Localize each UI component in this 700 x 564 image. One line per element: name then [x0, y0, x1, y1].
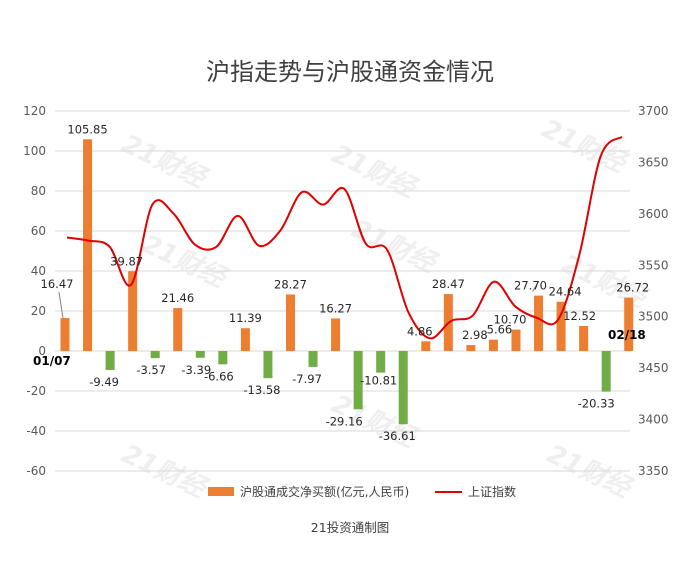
- bar: [285, 294, 295, 351]
- bar-value-label: 10.70: [494, 313, 527, 327]
- bar: [195, 351, 205, 358]
- bar-value-label: 4.86: [407, 324, 433, 338]
- source-note: 21投资通制图: [311, 520, 389, 535]
- y-right-tick-label: 3650: [638, 155, 669, 169]
- leader-line: [58, 291, 64, 319]
- bar-value-label: 28.27: [274, 277, 307, 291]
- bar: [263, 351, 273, 379]
- watermark-text: 21财经: [542, 439, 637, 505]
- y-right-tick-label: 3550: [638, 258, 669, 272]
- bar: [534, 295, 544, 351]
- bar-value-label: -7.97: [292, 372, 322, 386]
- bar: [579, 325, 589, 351]
- index-line: [66, 135, 623, 340]
- bar-value-label: -6.66: [204, 369, 234, 383]
- bar: [173, 308, 183, 351]
- bar: [331, 318, 341, 351]
- y-left-tick-label: -40: [26, 424, 46, 438]
- bar: [398, 351, 408, 425]
- bar-value-label: 27.70: [514, 279, 547, 293]
- bar: [511, 329, 521, 351]
- bar-value-label: 11.39: [229, 311, 262, 325]
- y-left-tick-label: 40: [31, 264, 46, 278]
- bar-value-label: 12.52: [563, 309, 596, 323]
- bar-series: [60, 139, 634, 425]
- bar: [488, 339, 498, 351]
- bar: [218, 351, 228, 365]
- bar-value-label: -3.39: [181, 363, 211, 377]
- legend-bar-label: 沪股通成交净买额(亿元,人民币): [240, 484, 409, 499]
- chart-title: 沪指走势与沪股通资金情况: [206, 58, 494, 86]
- bar-value-label: -9.49: [89, 375, 119, 389]
- bar: [308, 351, 318, 367]
- bar-value-label: 26.72: [616, 281, 649, 295]
- bar: [60, 318, 70, 351]
- y-left-tick-label: -20: [26, 384, 46, 398]
- bar-value-label: 39.87: [110, 254, 143, 268]
- y-left-tick-label: -60: [26, 464, 46, 478]
- bar-value-label: -3.57: [136, 363, 166, 377]
- bar-value-label: 21.46: [161, 291, 194, 305]
- right-axis-ticks: 3350 3400 3450 3500 3550 3600 3650 3700: [638, 104, 669, 478]
- bar-value-label: 5.66: [487, 323, 513, 337]
- y-right-tick-label: 3500: [638, 310, 669, 324]
- bar: [624, 297, 634, 351]
- watermark-text: 21财经: [137, 229, 232, 295]
- bar-value-label: -20.33: [578, 397, 615, 411]
- bar-value-label: 28.47: [432, 277, 465, 291]
- y-right-tick-label: 3400: [638, 413, 669, 427]
- legend: 沪股通成交净买额(亿元,人民币) 上证指数: [208, 484, 516, 499]
- y-right-tick-label: 3350: [638, 464, 669, 478]
- line-series: [66, 135, 623, 340]
- y-left-tick-label: 60: [31, 224, 46, 238]
- y-left-tick-label: 80: [31, 184, 46, 198]
- y-right-tick-label: 3450: [638, 361, 669, 375]
- watermark-text: 21财经: [117, 129, 212, 195]
- leader-lines: [58, 281, 539, 319]
- y-left-tick-label: 100: [23, 144, 46, 158]
- y-right-tick-label: 3700: [638, 104, 669, 118]
- watermark-text: 21财经: [117, 439, 212, 505]
- bar: [83, 139, 93, 351]
- bar: [150, 351, 160, 359]
- data-labels: 16.47 105.85 -9.49 39.87 -3.57 21.46 -3.39-6.6…: [41, 122, 650, 443]
- bar: [105, 351, 115, 370]
- bar-value-label: 24.64: [549, 285, 582, 299]
- y-left-tick-label: 120: [23, 104, 46, 118]
- bar-value-label: 16.27: [319, 301, 352, 315]
- y-right-tick-label: 3600: [638, 207, 669, 221]
- bar: [376, 351, 386, 373]
- watermark-text: 21财经: [327, 139, 422, 205]
- legend-bar-swatch: [208, 487, 234, 496]
- watermark-text: 21财经: [537, 114, 632, 180]
- bar-value-label: -36.61: [379, 429, 416, 443]
- end-date-label: 02/18: [608, 328, 646, 342]
- bar-value-label: -29.16: [326, 414, 363, 428]
- bar: [601, 351, 611, 392]
- leader-line: [532, 281, 539, 292]
- bar-value-label: -10.81: [360, 374, 397, 388]
- bar: [128, 271, 138, 351]
- bar: [240, 328, 250, 351]
- bar: [353, 351, 363, 410]
- start-date-label: 01/07: [33, 354, 71, 368]
- bar: [556, 301, 566, 351]
- y-left-tick-label: 0: [38, 344, 46, 358]
- bar-value-label: 105.85: [67, 122, 107, 136]
- legend-line-label: 上证指数: [468, 484, 516, 499]
- bar-value-label: 16.47: [41, 277, 74, 291]
- left-axis-ticks: -60 -40 -20 0 20 40 60 80 100 120: [23, 104, 46, 478]
- bar: [421, 341, 431, 351]
- bar-value-label: 2.98: [462, 328, 488, 342]
- bar-value-label: -13.58: [243, 383, 280, 397]
- y-left-tick-label: 20: [31, 304, 46, 318]
- bar: [466, 345, 476, 351]
